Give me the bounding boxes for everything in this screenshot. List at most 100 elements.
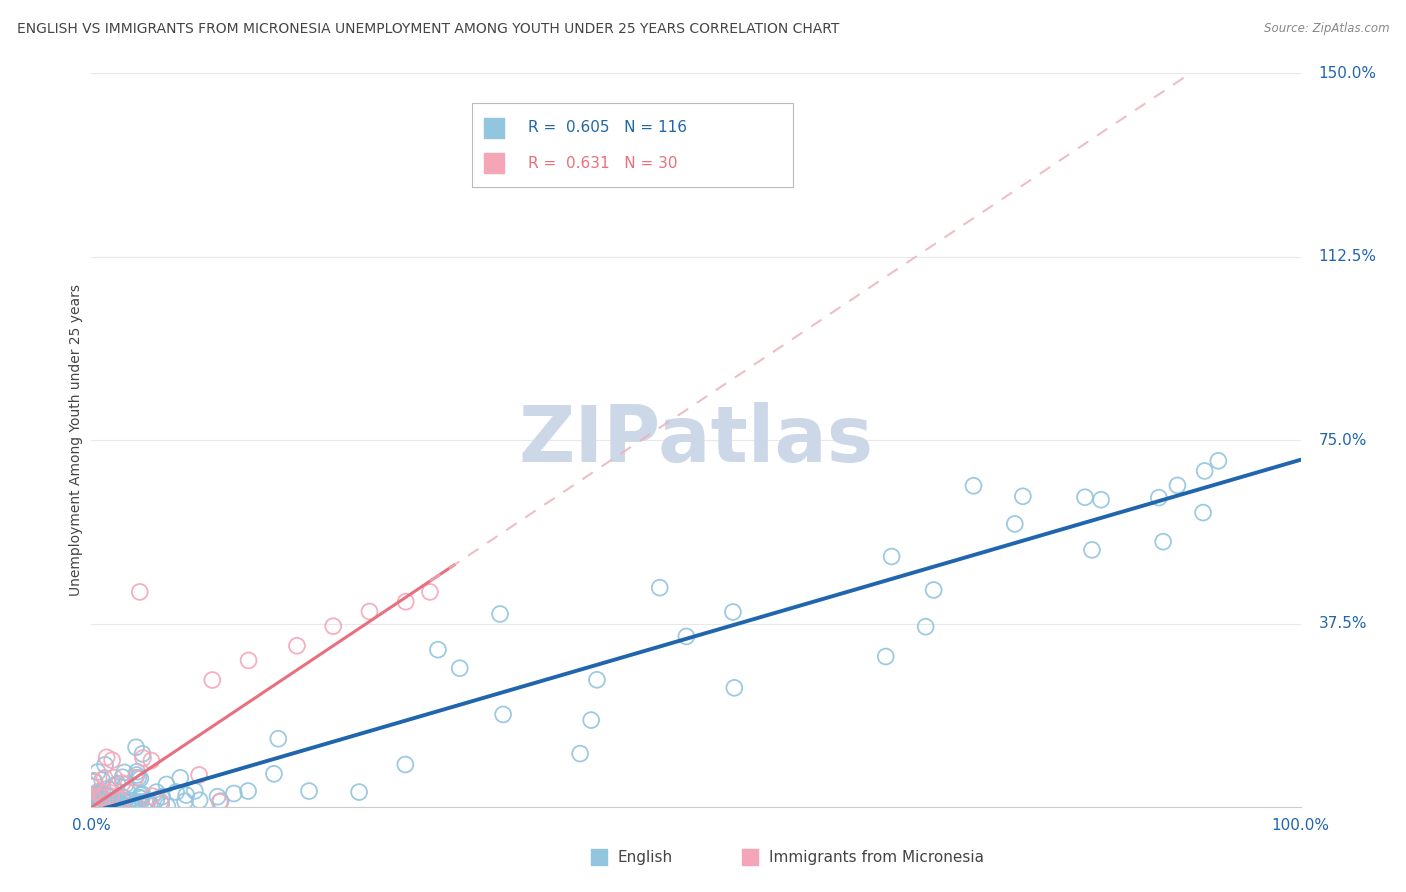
- Point: [482, 347, 505, 361]
- Point: [84, 795, 107, 809]
- Point: [129, 788, 152, 802]
- Point: [111, 797, 134, 812]
- Point: [84, 788, 107, 802]
- Text: 37.5%: 37.5%: [1319, 616, 1367, 632]
- Point: [419, 585, 441, 599]
- Point: [1012, 489, 1035, 503]
- Point: [125, 764, 148, 779]
- FancyBboxPatch shape: [472, 103, 793, 187]
- Text: ZIPatlas: ZIPatlas: [519, 402, 873, 478]
- Point: [207, 789, 229, 804]
- Point: [127, 771, 149, 785]
- Point: [82, 799, 104, 814]
- Point: [117, 798, 139, 813]
- Point: [1192, 506, 1215, 520]
- Point: [579, 713, 602, 727]
- Point: [141, 754, 163, 768]
- Point: [97, 781, 120, 796]
- Point: [1081, 542, 1104, 557]
- Point: [145, 785, 167, 799]
- Point: [880, 549, 903, 564]
- Point: [111, 776, 134, 790]
- Point: [1090, 492, 1112, 507]
- Point: [105, 797, 128, 811]
- Point: [89, 799, 111, 814]
- Point: [89, 790, 111, 805]
- Point: [90, 791, 112, 805]
- Point: [124, 771, 146, 785]
- Point: [188, 768, 211, 782]
- Text: R =  0.631   N = 30: R = 0.631 N = 30: [527, 156, 678, 170]
- Point: [209, 794, 232, 808]
- Point: [141, 789, 163, 804]
- Point: [136, 794, 159, 808]
- Point: [111, 770, 134, 784]
- Point: [83, 774, 105, 789]
- Point: [322, 619, 344, 633]
- Point: [82, 792, 104, 806]
- Point: [93, 771, 115, 785]
- Point: [82, 797, 104, 811]
- Point: [1166, 478, 1188, 492]
- Y-axis label: Unemployment Among Youth under 25 years: Unemployment Among Youth under 25 years: [69, 285, 83, 596]
- Point: [117, 785, 139, 799]
- Point: [156, 799, 179, 814]
- Point: [101, 753, 124, 767]
- Point: [94, 757, 117, 772]
- Point: [110, 797, 132, 812]
- Point: [111, 798, 134, 813]
- Point: [285, 639, 308, 653]
- Text: Immigrants from Micronesia: Immigrants from Micronesia: [769, 850, 984, 864]
- Point: [1004, 516, 1026, 531]
- Point: [128, 790, 150, 805]
- Point: [184, 784, 207, 798]
- Point: [129, 796, 152, 810]
- Point: [238, 653, 260, 667]
- Point: [112, 795, 135, 809]
- Text: 75.0%: 75.0%: [1319, 433, 1367, 448]
- Point: [83, 774, 105, 789]
- Point: [120, 794, 142, 808]
- Point: [129, 772, 152, 786]
- Point: [875, 649, 897, 664]
- Point: [1074, 490, 1097, 504]
- Point: [135, 797, 157, 811]
- Point: [489, 607, 512, 621]
- Point: [174, 794, 197, 808]
- Point: [139, 797, 162, 811]
- Point: [128, 585, 150, 599]
- Point: [165, 785, 187, 799]
- Point: [82, 798, 104, 813]
- Point: [86, 799, 108, 814]
- Point: [1147, 491, 1170, 505]
- Point: [91, 786, 114, 800]
- Point: [114, 765, 136, 780]
- Point: [84, 797, 107, 811]
- Text: 112.5%: 112.5%: [1319, 249, 1376, 264]
- Point: [125, 740, 148, 755]
- Point: [174, 788, 197, 802]
- Text: ENGLISH VS IMMIGRANTS FROM MICRONESIA UNEMPLOYMENT AMONG YOUTH UNDER 25 YEARS CO: ENGLISH VS IMMIGRANTS FROM MICRONESIA UN…: [17, 22, 839, 37]
- Point: [149, 795, 172, 809]
- Point: [914, 620, 936, 634]
- Point: [648, 581, 671, 595]
- Point: [586, 673, 609, 687]
- Point: [201, 673, 224, 687]
- Point: [96, 789, 118, 803]
- Point: [128, 795, 150, 809]
- Point: [86, 785, 108, 799]
- Point: [394, 757, 416, 772]
- Point: [155, 777, 177, 791]
- Point: [1152, 534, 1174, 549]
- Point: [103, 779, 125, 793]
- Point: [89, 784, 111, 798]
- Point: [588, 833, 610, 847]
- Point: [90, 790, 112, 805]
- Point: [115, 796, 138, 810]
- Point: [298, 784, 321, 798]
- Point: [96, 750, 118, 764]
- Point: [89, 786, 111, 800]
- Text: R =  0.605   N = 116: R = 0.605 N = 116: [527, 120, 688, 136]
- Point: [86, 789, 108, 803]
- Point: [188, 793, 211, 807]
